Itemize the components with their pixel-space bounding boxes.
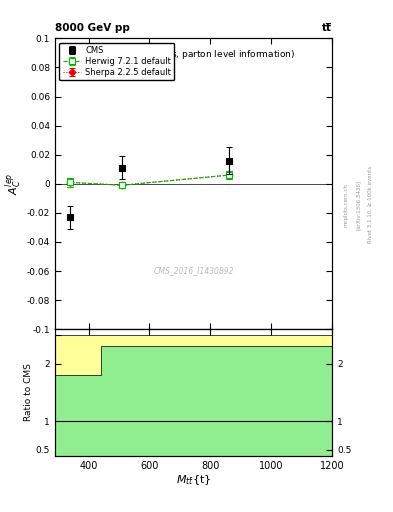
Text: mcplots.cern.ch: mcplots.cern.ch: [344, 183, 349, 227]
Text: Rivet 3.1.10, ≥ 100k events: Rivet 3.1.10, ≥ 100k events: [367, 166, 373, 243]
Legend: CMS, Herwig 7.2.1 default, Sherpa 2.2.5 default: CMS, Herwig 7.2.1 default, Sherpa 2.2.5 …: [59, 42, 174, 80]
Y-axis label: $A_C^{lep}$: $A_C^{lep}$: [3, 173, 24, 195]
Text: $A_C^l$ vs $M_{t\bar{t}}$ (t$\bar{t}$events, parton level information): $A_C^l$ vs $M_{t\bar{t}}$ (t$\bar{t}$eve…: [92, 47, 295, 62]
Text: tt̅: tt̅: [322, 23, 332, 33]
Text: 8000 GeV pp: 8000 GeV pp: [55, 23, 130, 33]
Text: CMS_2016_I1430892: CMS_2016_I1430892: [153, 267, 234, 275]
Y-axis label: Ratio to CMS: Ratio to CMS: [24, 364, 33, 421]
X-axis label: $M_{t\bar{t}}${t}: $M_{t\bar{t}}${t}: [176, 473, 211, 487]
Text: [arXiv:1306.3436]: [arXiv:1306.3436]: [356, 180, 361, 230]
